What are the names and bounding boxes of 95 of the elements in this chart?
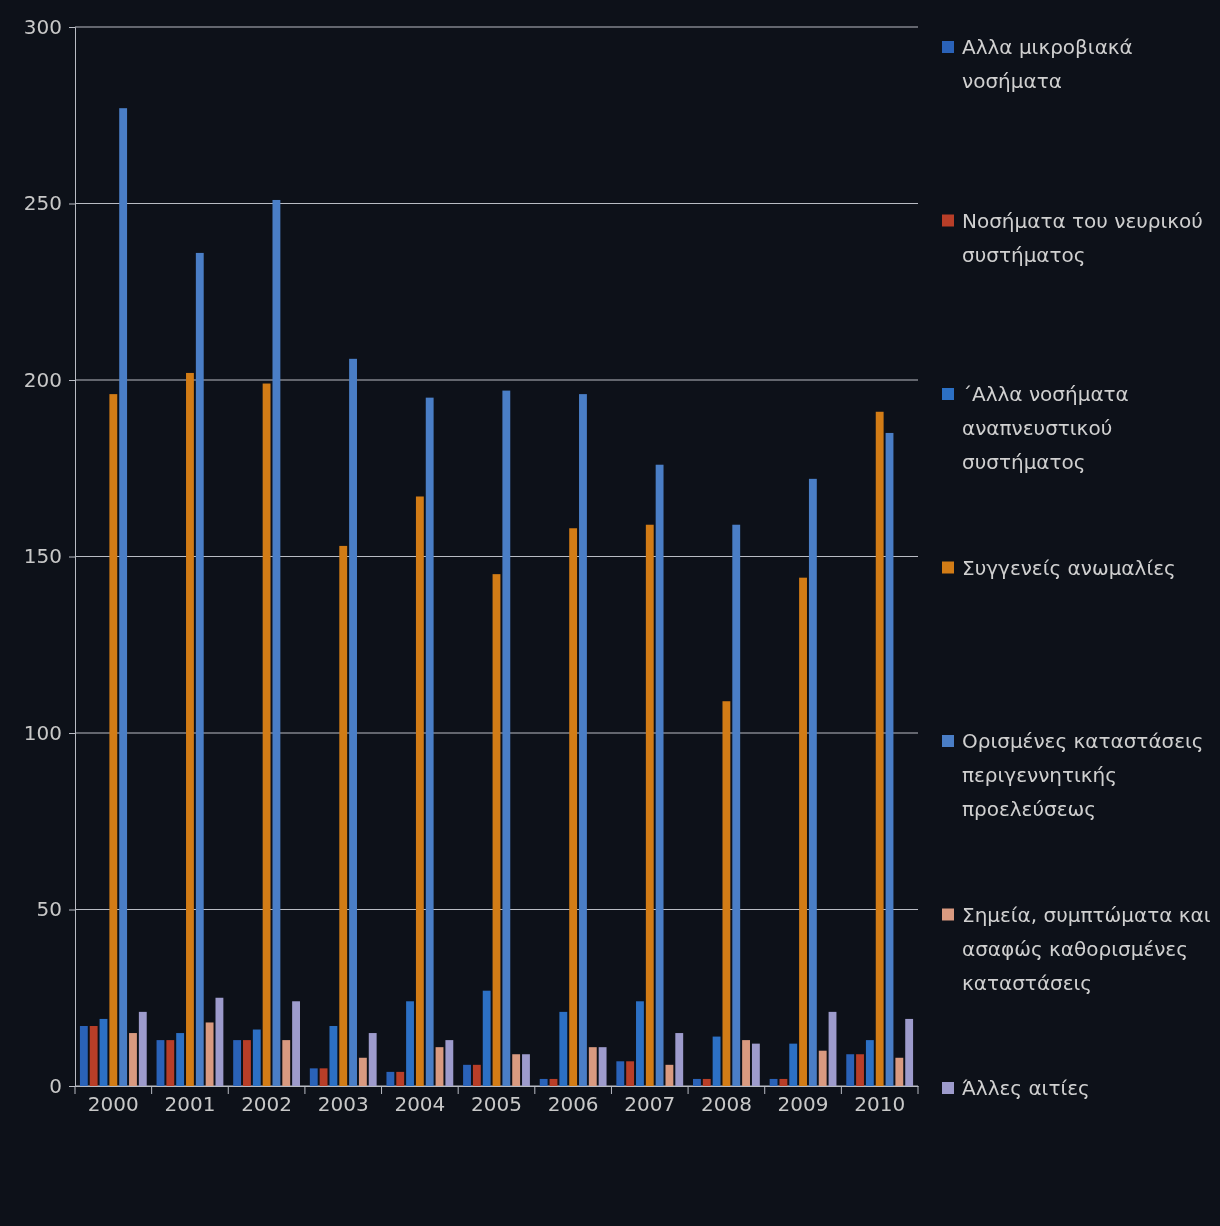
y-tick-label: 100	[23, 720, 62, 745]
bar	[569, 528, 578, 1086]
bar	[588, 1047, 597, 1086]
bar	[846, 1054, 855, 1086]
bar	[262, 383, 271, 1086]
bar	[79, 1025, 88, 1086]
bar	[205, 1022, 214, 1086]
bar	[243, 1040, 251, 1086]
bar	[463, 1064, 471, 1086]
bar	[856, 1054, 864, 1086]
y-tick-label: 0	[49, 1073, 62, 1098]
x-tick-label: 2003	[317, 1092, 369, 1116]
bar	[539, 1078, 548, 1086]
bar	[89, 1025, 98, 1086]
bar	[472, 1064, 481, 1086]
bar	[319, 1068, 328, 1086]
legend-label: Αλλα μικροβιακά νοσήματα	[962, 35, 1133, 93]
bar	[818, 1050, 827, 1086]
x-tick-label: 2006	[547, 1092, 599, 1116]
bar	[435, 1047, 444, 1086]
bar	[905, 1018, 914, 1086]
bar	[358, 1057, 367, 1086]
bar	[865, 1040, 874, 1086]
bar	[129, 1033, 137, 1086]
y-tick-label: 50	[36, 897, 62, 922]
bar	[895, 1057, 904, 1086]
bar	[722, 701, 731, 1086]
bar	[119, 108, 128, 1086]
bar	[779, 1078, 788, 1086]
y-tick-label: 300	[23, 14, 62, 39]
bar	[675, 1033, 684, 1086]
legend-label: Σημεία, συμπτώματα και ασαφώς καθορισμένες καταστάσεις	[962, 902, 1211, 995]
x-tick-label: 2001	[164, 1092, 216, 1116]
bar	[702, 1078, 711, 1086]
x-tick-label: 2007	[624, 1092, 676, 1116]
x-tick-label: 2002	[241, 1092, 293, 1116]
bar	[176, 1033, 185, 1086]
bar	[875, 411, 884, 1086]
bar	[712, 1036, 721, 1086]
legend-label: Ορισμένες καταστάσεις περιγεννητικής προελεύσεως	[962, 729, 1204, 821]
bar	[616, 1061, 625, 1086]
bar	[482, 990, 491, 1086]
bar	[368, 1033, 377, 1086]
bar	[292, 1001, 300, 1086]
bar	[559, 1011, 568, 1086]
bar	[233, 1040, 242, 1086]
bar	[769, 1078, 778, 1086]
bar	[406, 1001, 414, 1086]
legend-label: Συγγενείς ανωμαλίες	[962, 555, 1176, 580]
bar	[789, 1043, 798, 1086]
bar	[732, 524, 741, 1086]
x-tick-label: 2009	[777, 1092, 829, 1116]
bar	[579, 394, 587, 1086]
x-tick-label: 2005	[471, 1092, 522, 1116]
bar	[195, 252, 204, 1086]
legend-label: Νοσήματα του νευρικού συστήματος	[962, 208, 1203, 267]
bar	[252, 1029, 261, 1086]
legend-label: ΄Αλλα νοσήματα αναπνευστικού συστήματος	[962, 382, 1129, 474]
bar	[309, 1068, 318, 1086]
bar	[138, 1011, 147, 1086]
bar	[799, 577, 807, 1086]
bar	[655, 464, 664, 1086]
x-tick-label: 2004	[394, 1092, 446, 1116]
bar	[329, 1025, 338, 1086]
bar	[636, 1001, 644, 1086]
bar	[396, 1071, 405, 1086]
bar	[665, 1064, 674, 1086]
y-tick-label: 150	[23, 544, 62, 569]
bar	[598, 1047, 607, 1086]
bar	[751, 1043, 760, 1086]
bar	[272, 199, 281, 1086]
bar	[425, 397, 434, 1086]
bar	[166, 1040, 175, 1086]
bar	[742, 1040, 750, 1086]
x-tick-label: 2008	[700, 1092, 752, 1116]
bar	[512, 1054, 521, 1086]
legend-label: Άλλες αιτίες	[962, 1076, 1090, 1100]
bar	[445, 1040, 454, 1086]
bar	[693, 1078, 701, 1086]
bar	[808, 478, 817, 1086]
bar	[502, 390, 511, 1086]
bar	[109, 394, 118, 1086]
bar	[645, 524, 654, 1086]
bar	[186, 372, 194, 1086]
x-tick-label: 2000	[87, 1092, 139, 1116]
bar	[349, 358, 357, 1086]
bar	[522, 1054, 530, 1086]
bar	[626, 1061, 635, 1086]
bar	[415, 496, 424, 1086]
x-tick-label: 2010	[854, 1092, 906, 1116]
bar	[282, 1040, 291, 1086]
y-tick-label: 200	[23, 367, 62, 392]
y-tick-label: 250	[23, 191, 62, 216]
bar	[339, 545, 348, 1086]
bar	[386, 1071, 395, 1086]
